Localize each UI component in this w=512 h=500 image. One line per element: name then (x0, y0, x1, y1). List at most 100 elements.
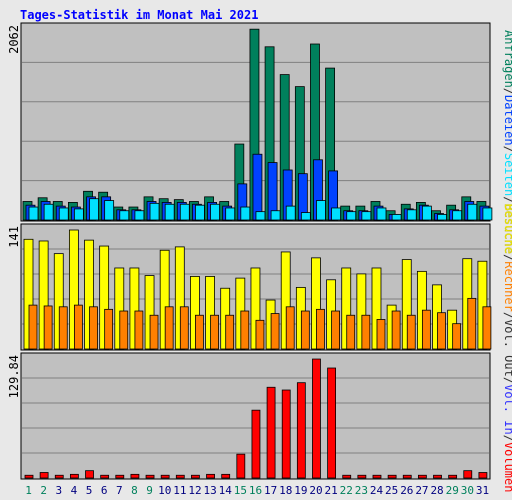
x-tick-label: 16 (249, 484, 262, 497)
visits-bar (190, 276, 200, 350)
x-tick-label: 12 (188, 484, 201, 497)
x-tick-label: 9 (146, 484, 153, 497)
hosts-bar (104, 308, 114, 350)
chart-title: Tages-Statistik im Monat Mai 2021 (20, 8, 258, 22)
pages-bar (391, 214, 402, 221)
volume-bar (357, 474, 367, 479)
visits-bar (114, 267, 125, 350)
x-tick-label: 31 (476, 484, 489, 497)
volume-bar (463, 470, 473, 479)
pages-bar (28, 206, 39, 221)
x-tick-label: 21 (325, 484, 338, 497)
pages-bar (134, 210, 145, 221)
hosts-bar (421, 309, 431, 350)
pages-bar (270, 210, 281, 221)
visits-bar (23, 238, 34, 350)
hosts-bar (437, 312, 446, 350)
pages-bar (210, 203, 220, 221)
visits-bar (280, 251, 291, 350)
y-axis-max-label: 141 (7, 226, 21, 248)
visits-bar (129, 267, 140, 350)
volume-bar (221, 473, 231, 479)
hosts-bar (240, 310, 250, 350)
hosts-bar (346, 314, 356, 350)
pages-bar (240, 206, 251, 221)
hosts-bar (391, 310, 401, 350)
visits-bar (68, 229, 79, 350)
pages-bar (300, 212, 311, 221)
volume-bar (69, 473, 79, 479)
volume-bar (433, 474, 442, 479)
pages-bar (331, 207, 342, 221)
x-tick-label: 14 (219, 484, 233, 497)
x-tick-label: 25 (385, 484, 398, 497)
x-tick-label: 2 (40, 484, 47, 497)
volume-bar (115, 474, 125, 479)
legend-item: Anfragen (502, 30, 512, 88)
pages-bar (346, 211, 357, 221)
volume-bar (342, 474, 352, 479)
hosts-bar (316, 308, 325, 350)
x-tick-label: 8 (131, 484, 138, 497)
volume-bar (24, 474, 34, 479)
hosts-bar (89, 306, 98, 350)
volume-bar (372, 474, 382, 479)
bars (22, 28, 493, 479)
visits-bar (174, 246, 185, 350)
volume-bar (448, 474, 458, 479)
pages-bar (467, 203, 478, 221)
hosts-bar (300, 310, 310, 350)
legend-item: Vol. Out (502, 319, 512, 377)
hosts-bar (73, 304, 83, 350)
legend-item: Vol. In (502, 384, 512, 435)
y-axis-max-labels: 2062 141 129.84 (7, 25, 21, 398)
pages-bar (225, 207, 236, 221)
x-tick-label: 28 (430, 484, 443, 497)
pages-bar (119, 210, 130, 221)
legend-item: / (502, 377, 512, 384)
hosts-bar (376, 319, 386, 350)
legend-item: / (502, 254, 512, 261)
x-axis-day-labels: 1 2 3 4 5 6 7 8 9 10 11 12 13 14 15 16 17 18 19 20 21 22 23 24 2… (25, 484, 489, 497)
pages-bar (406, 209, 417, 221)
hosts-bar (195, 314, 204, 350)
hosts-bar (285, 306, 295, 350)
legend-item: / (502, 146, 512, 153)
pages-bar (421, 205, 432, 221)
visits-bar (250, 267, 261, 350)
pages-bar (164, 203, 175, 221)
x-tick-label: 18 (279, 484, 292, 497)
hosts-bar (467, 297, 477, 350)
volume-bar (251, 409, 261, 479)
x-tick-label: 7 (116, 484, 123, 497)
volume-bar (312, 358, 321, 479)
hosts-bar (406, 314, 416, 350)
x-tick-label: 17 (264, 484, 277, 497)
visits-bar (159, 249, 170, 350)
volume-bar (296, 382, 306, 479)
pages-bar (285, 205, 296, 221)
pages-bar (179, 203, 190, 221)
legend-item: Rechner (502, 261, 512, 312)
y-axis-max-label: 129.84 (7, 355, 21, 398)
pages-bar (149, 202, 160, 221)
x-tick-label: 22 (340, 484, 353, 497)
volume-bar (130, 473, 140, 479)
volume-bar (175, 474, 185, 479)
legend-item: Dateien (502, 95, 512, 146)
visits-bar (205, 276, 215, 350)
volume-bar (206, 473, 215, 479)
volume-bar (145, 474, 155, 479)
pages-bar (316, 200, 326, 221)
pages-bar (482, 207, 493, 221)
pages-bar (89, 198, 99, 221)
pages-bar (255, 211, 266, 221)
legend-item: / (502, 196, 512, 203)
x-tick-label: 5 (86, 484, 93, 497)
visits-bar (371, 267, 382, 350)
pages-bar (104, 200, 115, 221)
volume-bar (281, 389, 291, 479)
x-tick-label: 20 (309, 484, 322, 497)
x-tick-label: 30 (461, 484, 474, 497)
legend-item: Volumen (502, 442, 512, 493)
